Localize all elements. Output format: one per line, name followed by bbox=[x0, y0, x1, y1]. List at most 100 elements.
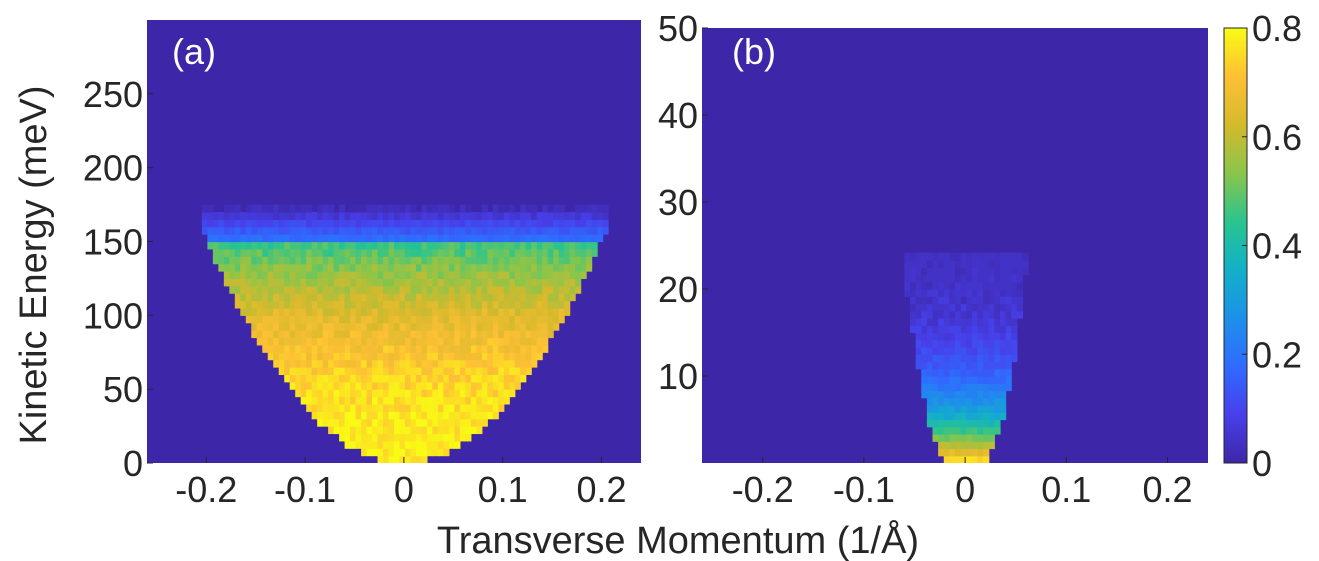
heatmap-cell bbox=[443, 219, 450, 228]
heatmap-cell bbox=[388, 337, 395, 346]
heatmap-cell bbox=[955, 281, 962, 290]
heatmap-cell bbox=[971, 405, 979, 413]
heatmap-cell bbox=[415, 403, 423, 412]
heatmap-cell bbox=[921, 325, 928, 334]
heatmap-cell bbox=[383, 234, 390, 243]
heatmap-cell bbox=[904, 289, 911, 297]
heatmap-cell bbox=[383, 433, 390, 442]
heatmap-cell bbox=[256, 263, 263, 272]
heatmap-cell bbox=[988, 281, 995, 290]
heatmap-cell bbox=[278, 293, 285, 302]
heatmap-cell bbox=[415, 426, 423, 435]
heatmap-cell bbox=[328, 204, 335, 213]
heatmap-cell bbox=[245, 219, 252, 228]
heatmap-cell bbox=[443, 337, 450, 346]
heatmap-cell bbox=[1005, 383, 1012, 392]
heatmap-cell bbox=[910, 274, 917, 283]
heatmap-cell bbox=[289, 226, 296, 235]
heatmap-cell bbox=[339, 263, 346, 272]
heatmap-cell bbox=[509, 374, 516, 383]
heatmap-cell bbox=[284, 271, 291, 280]
heatmap-cell bbox=[383, 293, 390, 302]
heatmap-cell bbox=[394, 300, 401, 309]
heatmap-cell bbox=[410, 315, 417, 324]
heatmap-cell bbox=[1005, 252, 1012, 261]
heatmap-cell bbox=[503, 315, 510, 324]
heatmap-cell bbox=[492, 396, 499, 405]
heatmap-cell bbox=[514, 293, 521, 302]
heatmap-cell bbox=[983, 260, 990, 268]
heatmap-cell bbox=[988, 274, 995, 283]
heatmap-cell bbox=[289, 322, 296, 331]
heatmap-cell bbox=[317, 234, 324, 243]
heatmap-cell bbox=[366, 411, 373, 420]
heatmap-cell bbox=[415, 219, 423, 228]
heatmap-cell bbox=[328, 411, 335, 420]
heatmap-cell bbox=[355, 226, 362, 235]
heatmap-cell bbox=[284, 330, 291, 339]
heatmap-cell bbox=[547, 330, 554, 339]
heatmap-cell bbox=[459, 293, 466, 302]
heatmap-cell bbox=[943, 325, 950, 334]
heatmap-cell bbox=[267, 352, 274, 361]
heatmap-cell bbox=[971, 368, 979, 377]
heatmap-cell bbox=[983, 354, 990, 363]
heatmap-cell bbox=[459, 330, 466, 339]
heatmap-cell bbox=[306, 285, 313, 294]
heatmap-cell bbox=[960, 354, 967, 363]
heatmap-cell bbox=[1005, 339, 1012, 348]
heatmap-cell bbox=[459, 359, 466, 368]
heatmap-cell bbox=[465, 271, 472, 280]
heatmap-cell bbox=[531, 293, 538, 302]
heatmap-cell bbox=[289, 271, 296, 280]
heatmap-cell bbox=[509, 344, 516, 353]
heatmap-cell bbox=[994, 318, 1001, 326]
heatmap-cell bbox=[509, 241, 516, 250]
heatmap-cell bbox=[344, 381, 351, 390]
heatmap-cell bbox=[949, 412, 956, 421]
heatmap-cell bbox=[415, 278, 423, 287]
heatmap-cell bbox=[971, 332, 979, 341]
heatmap-cell bbox=[558, 300, 565, 309]
heatmap-cell bbox=[943, 260, 950, 268]
heatmap-cell bbox=[432, 293, 439, 302]
heatmap-cell bbox=[437, 256, 444, 265]
heatmap-cell bbox=[525, 226, 532, 235]
heatmap-cell bbox=[492, 307, 499, 316]
heatmap-cell bbox=[284, 359, 291, 368]
heatmap-cell bbox=[921, 354, 928, 363]
heatmap-cell bbox=[960, 339, 967, 348]
heatmap-cell bbox=[410, 367, 417, 375]
heatmap-cell bbox=[949, 325, 956, 334]
heatmap-cell bbox=[240, 234, 247, 243]
heatmap-cell bbox=[1016, 303, 1024, 312]
heatmap-cell bbox=[525, 359, 532, 368]
heatmap-cell bbox=[448, 433, 455, 442]
panel-a-x-tick-label: 0.1 bbox=[478, 469, 528, 510]
heatmap-cell bbox=[498, 330, 505, 339]
heatmap-cell bbox=[432, 448, 439, 457]
heatmap-cell bbox=[1011, 303, 1018, 312]
heatmap-cell bbox=[938, 383, 945, 392]
heatmap-cell bbox=[410, 226, 417, 235]
heatmap-cell bbox=[448, 219, 455, 228]
heatmap-cell bbox=[350, 396, 357, 405]
heatmap-cell bbox=[575, 204, 582, 213]
heatmap-cell bbox=[415, 256, 423, 265]
heatmap-cell bbox=[322, 293, 329, 302]
heatmap-cell bbox=[498, 241, 505, 250]
heatmap-cell bbox=[955, 441, 962, 450]
heatmap-cell bbox=[399, 426, 406, 435]
heatmap-cell bbox=[311, 403, 318, 412]
heatmap-cell bbox=[949, 405, 956, 413]
heatmap-cell bbox=[437, 278, 444, 287]
heatmap-cell bbox=[938, 426, 945, 435]
heatmap-cell bbox=[943, 405, 950, 413]
heatmap-cell bbox=[531, 248, 538, 257]
heatmap-cell bbox=[910, 310, 917, 319]
heatmap-cell bbox=[377, 330, 384, 339]
heatmap-cell bbox=[448, 403, 455, 412]
heatmap-cell bbox=[415, 263, 423, 272]
heatmap-cell bbox=[410, 241, 417, 250]
heatmap-cell bbox=[278, 219, 285, 228]
